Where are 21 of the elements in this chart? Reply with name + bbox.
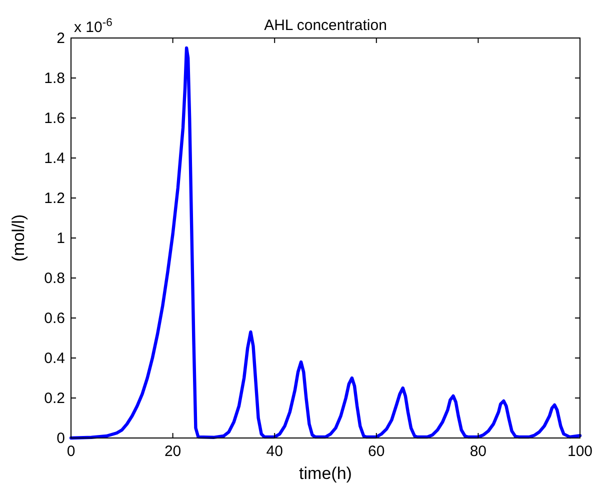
y-tick-label: 0.4 xyxy=(44,350,65,367)
x-tick-label: 40 xyxy=(266,443,283,460)
y-tick-label: 0.2 xyxy=(44,390,65,407)
y-tick-label: 1.6 xyxy=(44,110,65,127)
y-tick-label: 0 xyxy=(56,430,65,447)
y-tick-label: 1 xyxy=(56,230,65,247)
y-axis-title: (mol/l) xyxy=(9,214,28,262)
y-tick-label: 1.2 xyxy=(44,190,65,207)
y-tick-label: 2 xyxy=(56,30,65,47)
y-tick-label: 1.8 xyxy=(44,70,65,87)
text: x 10$^{-6}$ xyxy=(74,17,112,36)
x-tick-label: 80 xyxy=(470,443,487,460)
chart-title: AHL concentration xyxy=(264,17,387,34)
x-tick-label: 60 xyxy=(368,443,385,460)
line-series xyxy=(69,46,582,440)
x-axis-title: time(h) xyxy=(299,464,352,483)
y-tick-label: 1.4 xyxy=(44,150,65,167)
x-tick-label: 20 xyxy=(164,443,182,460)
y-tick-label: 0.8 xyxy=(44,270,65,287)
y-tick-label: 0.6 xyxy=(44,310,65,327)
x-tick-label: 100 xyxy=(567,443,593,460)
